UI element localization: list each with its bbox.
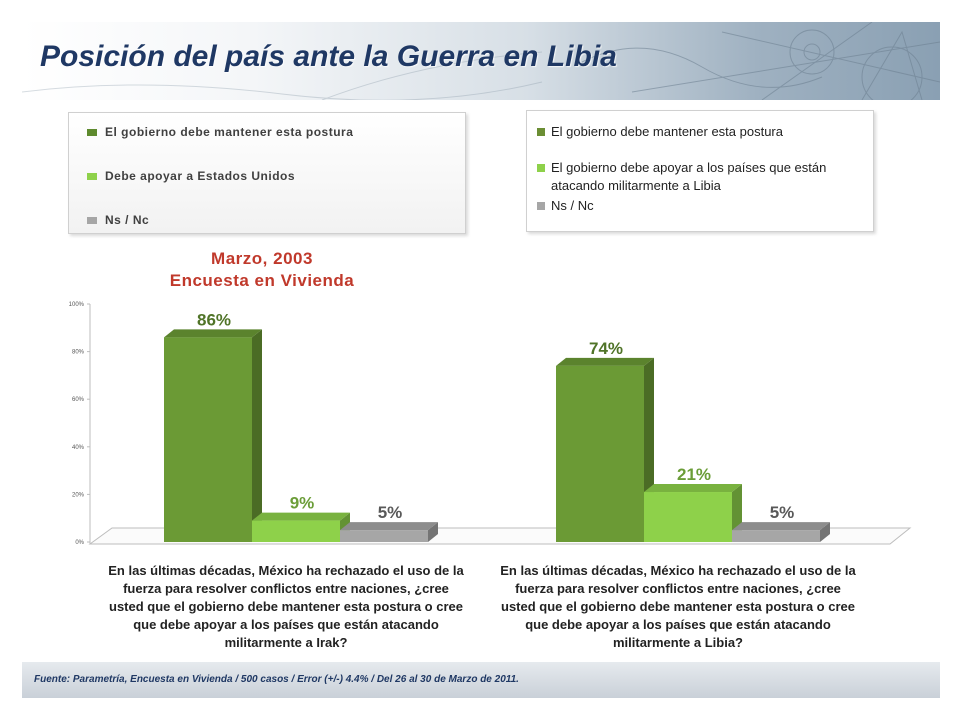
bar-chart: 0% 20% 40% 60% 80% 100% 86% 9% 5% 74% 21% 5% [69, 302, 912, 546]
header-banner: Posición del país ante la Guerra en Libi… [22, 22, 940, 100]
bar-top [164, 329, 262, 338]
legend-swatch [537, 202, 545, 210]
bar-side [820, 522, 830, 542]
bar-top [252, 512, 350, 521]
data-label: 9% [290, 494, 315, 513]
bar-side [428, 522, 438, 542]
y-tick-label: 0% [75, 540, 84, 546]
bar-top [556, 357, 654, 366]
legend-right-label: El gobierno debe apoyar a los países que… [551, 160, 827, 193]
bar-libia-1 [644, 492, 732, 542]
data-label: 5% [770, 503, 795, 522]
y-tick-label: 80% [72, 350, 85, 356]
y-tick-label: 40% [72, 445, 85, 451]
bar-irak-1 [252, 520, 340, 542]
bar-top [340, 522, 438, 531]
legend-left-item: Ns / Nc [87, 213, 149, 227]
bar-irak-0 [164, 337, 252, 542]
map-compass-decoration [22, 22, 940, 100]
legend-left-label: Ns / Nc [105, 213, 150, 227]
bar-top [732, 522, 830, 531]
legend-swatch [87, 129, 97, 136]
legend-left-label: El gobierno debe mantener esta postura [105, 125, 354, 139]
data-label: 74% [589, 339, 623, 358]
question-libia: En las últimas décadas, México ha rechaz… [500, 563, 856, 650]
legend-right-label: Ns / Nc [551, 198, 594, 213]
question-irak: En las últimas décadas, México ha rechaz… [108, 563, 464, 650]
bar-side [252, 329, 262, 542]
footer-bar: Fuente: Parametría, Encuesta en Vivienda… [22, 662, 940, 698]
y-tick-label: 60% [72, 397, 85, 403]
legend-swatch [87, 217, 97, 224]
bar-irak-2 [340, 530, 428, 542]
data-label: 5% [378, 503, 403, 522]
legend-swatch [537, 128, 545, 136]
y-tick-label: 100% [69, 302, 85, 308]
legend-left-item: El gobierno debe mantener esta postura [87, 125, 353, 139]
legend-right-item: El gobierno debe mantener esta postura [537, 123, 869, 141]
y-tick-label: 20% [72, 492, 85, 498]
legend-left-label: Debe apoyar a Estados Unidos [105, 169, 296, 183]
source-note: Fuente: Parametría, Encuesta en Vivienda… [34, 674, 519, 685]
period-month: Marzo, 2003 [211, 249, 313, 268]
legend-left: El gobierno debe mantener esta postura D… [68, 112, 466, 234]
data-label: 21% [677, 465, 711, 484]
legend-right-label: El gobierno debe mantener esta postura [551, 124, 783, 139]
period-survey: Encuesta en Vivienda [169, 271, 355, 290]
legend-right: El gobierno debe mantener esta postura E… [526, 110, 874, 232]
period-label: Marzo, 2003 Encuesta en Vivienda [142, 248, 382, 292]
legend-right-item: Ns / Nc [537, 197, 869, 215]
legend-swatch [87, 173, 97, 180]
bar-libia-2 [732, 530, 820, 542]
legend-left-item: Debe apoyar a Estados Unidos [87, 169, 295, 183]
bar-libia-0 [556, 365, 644, 542]
data-label: 86% [197, 310, 231, 329]
page-title: Posición del país ante la Guerra en Libi… [40, 40, 617, 73]
legend-right-item: El gobierno debe apoyar a los países que… [537, 159, 869, 195]
bar-top [644, 484, 742, 493]
legend-swatch [537, 164, 545, 172]
slide: Posición del país ante la Guerra en Libi… [22, 22, 940, 698]
